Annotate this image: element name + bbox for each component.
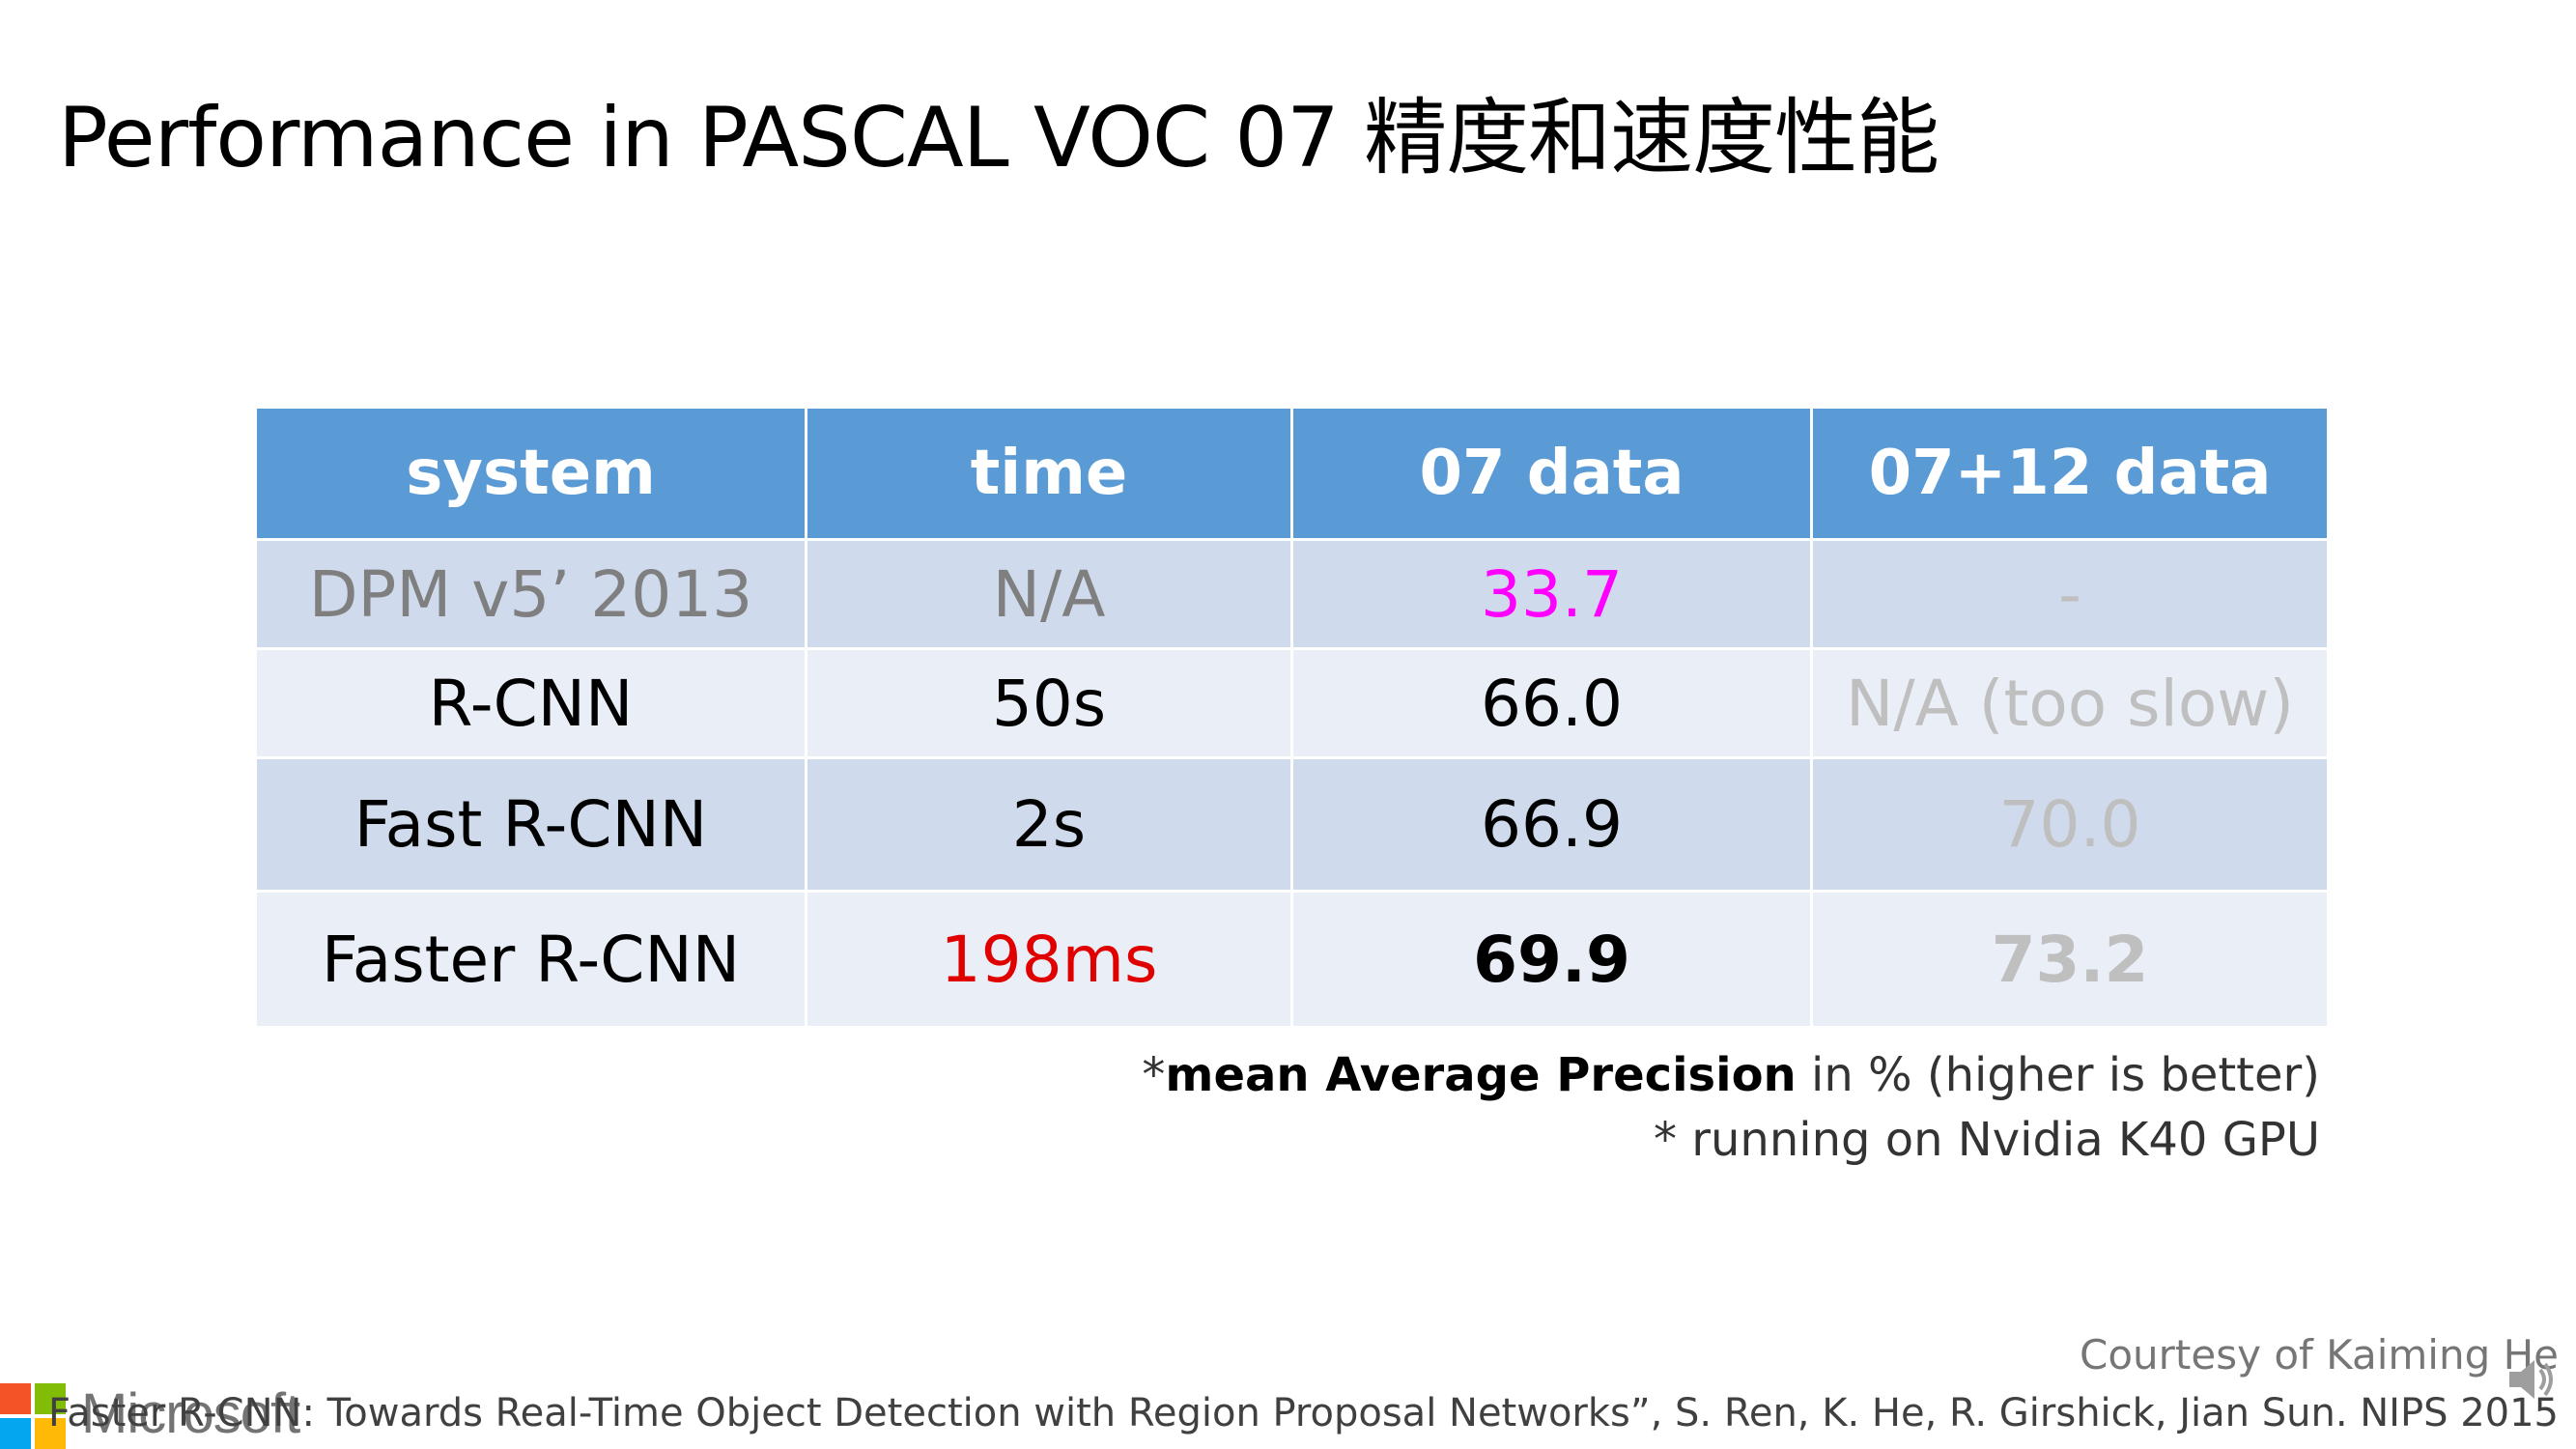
cell-system: R-CNN (254, 647, 807, 759)
cell-time: 2s (805, 756, 1293, 893)
map-footnote: *mean Average Precision in % (higher is … (1142, 1048, 2320, 1102)
cell-07-12-data: 70.0 (1810, 756, 2330, 893)
table-row: DPM v5’ 2013 N/A 33.7 - (254, 538, 2330, 650)
cell-time: 198ms (805, 890, 1293, 1029)
courtesy-text: Courtesy of Kaiming He (2080, 1331, 2559, 1378)
cell-07-12-data: N/A (too slow) (1810, 647, 2330, 759)
table-row: Faster R-CNN 198ms 69.9 73.2 (254, 890, 2330, 1029)
brand-name: Microsoft (81, 1382, 300, 1445)
cell-time: 50s (805, 647, 1293, 759)
table-header-row: system time 07 data 07+12 data (254, 406, 2330, 541)
header-time: time (805, 406, 1293, 541)
header-system: system (254, 406, 807, 541)
cell-07-12-data: 73.2 (1810, 890, 2330, 1029)
cell-time: N/A (805, 538, 1293, 650)
header-07-data: 07 data (1290, 406, 1813, 541)
cell-system: Faster R-CNN (254, 890, 807, 1029)
cell-07-data: 66.9 (1290, 756, 1813, 893)
map-footnote-star: * (1142, 1048, 1166, 1102)
cell-system: Fast R-CNN (254, 756, 807, 893)
microsoft-logo-icon (0, 1383, 66, 1449)
speaker-icon[interactable] (2504, 1352, 2558, 1406)
citation-text: Faster R-CNN: Towards Real-Time Object D… (47, 1391, 2559, 1435)
performance-table: system time 07 data 07+12 data DPM v5’ 2… (254, 406, 2330, 1029)
gpu-footnote: * running on Nvidia K40 GPU (1654, 1113, 2320, 1167)
map-footnote-bold: mean Average Precision (1165, 1048, 1797, 1102)
map-footnote-rest: in % (higher is better) (1796, 1048, 2320, 1102)
cell-system: DPM v5’ 2013 (254, 538, 807, 650)
cell-07-12-data: - (1810, 538, 2330, 650)
slide-title: Performance in PASCAL VOC 07 精度和速度性能 (58, 90, 1939, 186)
cell-07-data: 66.0 (1290, 647, 1813, 759)
cell-07-data: 69.9 (1290, 890, 1813, 1029)
table-row: R-CNN 50s 66.0 N/A (too slow) (254, 647, 2330, 759)
table-row: Fast R-CNN 2s 66.9 70.0 (254, 756, 2330, 893)
header-07-12-data: 07+12 data (1810, 406, 2330, 541)
cell-07-data: 33.7 (1290, 538, 1813, 650)
